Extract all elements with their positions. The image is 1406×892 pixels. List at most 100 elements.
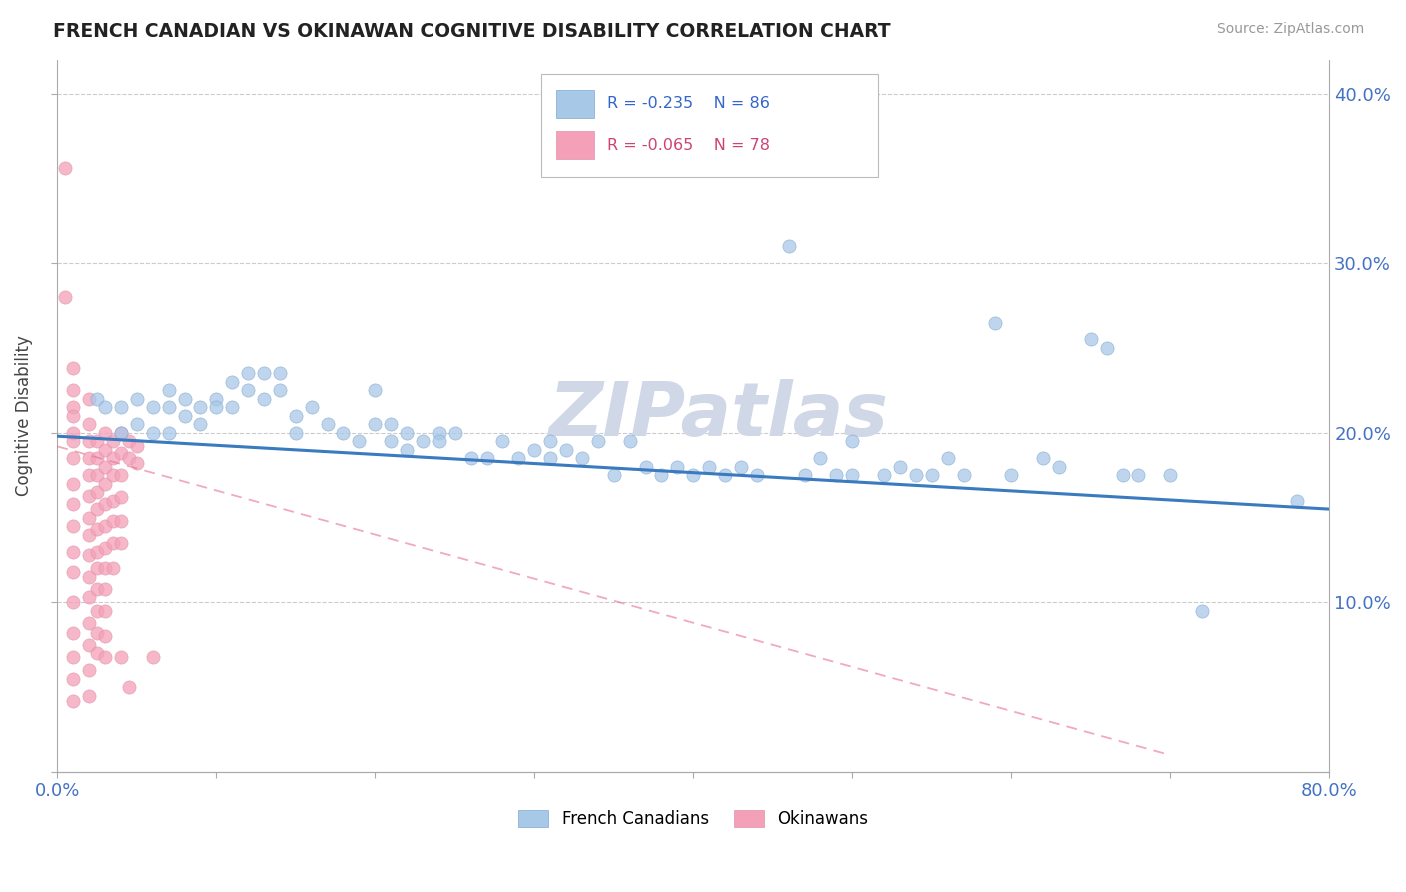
Point [1032,451,1054,466]
Point [523,442,546,457]
Point [118,680,141,694]
Point [118,451,141,466]
Point [77,392,100,406]
Point [110,490,132,504]
Point [86,468,108,483]
Point [110,401,132,415]
Point [984,316,1007,330]
Point [110,514,132,528]
Bar [555,89,595,118]
Point [236,384,259,398]
Point [1159,468,1181,483]
Point [778,239,800,253]
Point [841,468,863,483]
Point [538,434,561,449]
Point [173,409,195,423]
Bar [541,74,877,178]
Point [94,459,117,474]
Point [157,384,180,398]
Point [236,367,259,381]
Point [94,604,117,618]
Point [889,459,911,474]
Point [142,425,165,440]
Point [62,401,84,415]
Point [77,570,100,584]
Point [62,409,84,423]
Point [825,468,848,483]
Point [508,451,530,466]
Point [301,401,323,415]
Point [110,425,132,440]
Point [62,451,84,466]
Point [1128,468,1150,483]
Point [157,425,180,440]
Point [62,672,84,686]
Point [396,425,419,440]
Point [62,649,84,664]
Point [364,384,387,398]
Point [110,649,132,664]
Point [101,493,124,508]
Point [94,476,117,491]
Point [125,417,148,432]
Point [77,510,100,524]
Point [94,541,117,556]
Point [634,459,657,474]
Point [1080,333,1102,347]
Point [86,582,108,596]
Point [94,582,117,596]
Point [745,468,768,483]
Point [110,425,132,440]
Point [77,451,100,466]
Point [332,425,354,440]
Point [62,425,84,440]
Text: R = -0.065    N = 78: R = -0.065 N = 78 [607,137,770,153]
Y-axis label: Cognitive Disability: Cognitive Disability [15,335,32,496]
Point [364,417,387,432]
Point [284,425,307,440]
Point [682,468,704,483]
Point [125,392,148,406]
Point [94,442,117,457]
Point [205,392,228,406]
Point [77,434,100,449]
Point [841,434,863,449]
Point [62,626,84,640]
Point [269,384,291,398]
Point [1047,459,1070,474]
Bar [555,131,595,160]
Point [86,544,108,558]
Point [619,434,641,449]
Point [125,439,148,453]
Point [94,561,117,575]
Text: R = -0.235    N = 86: R = -0.235 N = 86 [607,96,769,112]
Point [101,536,124,550]
Point [349,434,371,449]
Point [412,434,434,449]
Text: ZIPatlas: ZIPatlas [548,379,889,452]
Point [714,468,737,483]
Point [571,451,593,466]
Point [53,290,76,304]
Point [650,468,672,483]
Point [101,468,124,483]
Point [62,544,84,558]
Point [62,595,84,609]
Point [253,367,276,381]
Point [94,649,117,664]
Point [77,417,100,432]
Point [86,523,108,537]
Point [77,663,100,677]
Point [110,536,132,550]
Point [380,434,402,449]
Point [125,456,148,470]
Point [77,548,100,562]
Point [1286,493,1309,508]
Point [443,425,465,440]
Point [157,401,180,415]
Point [77,638,100,652]
Point [94,401,117,415]
Point [101,434,124,449]
Point [666,459,689,474]
Point [77,689,100,703]
